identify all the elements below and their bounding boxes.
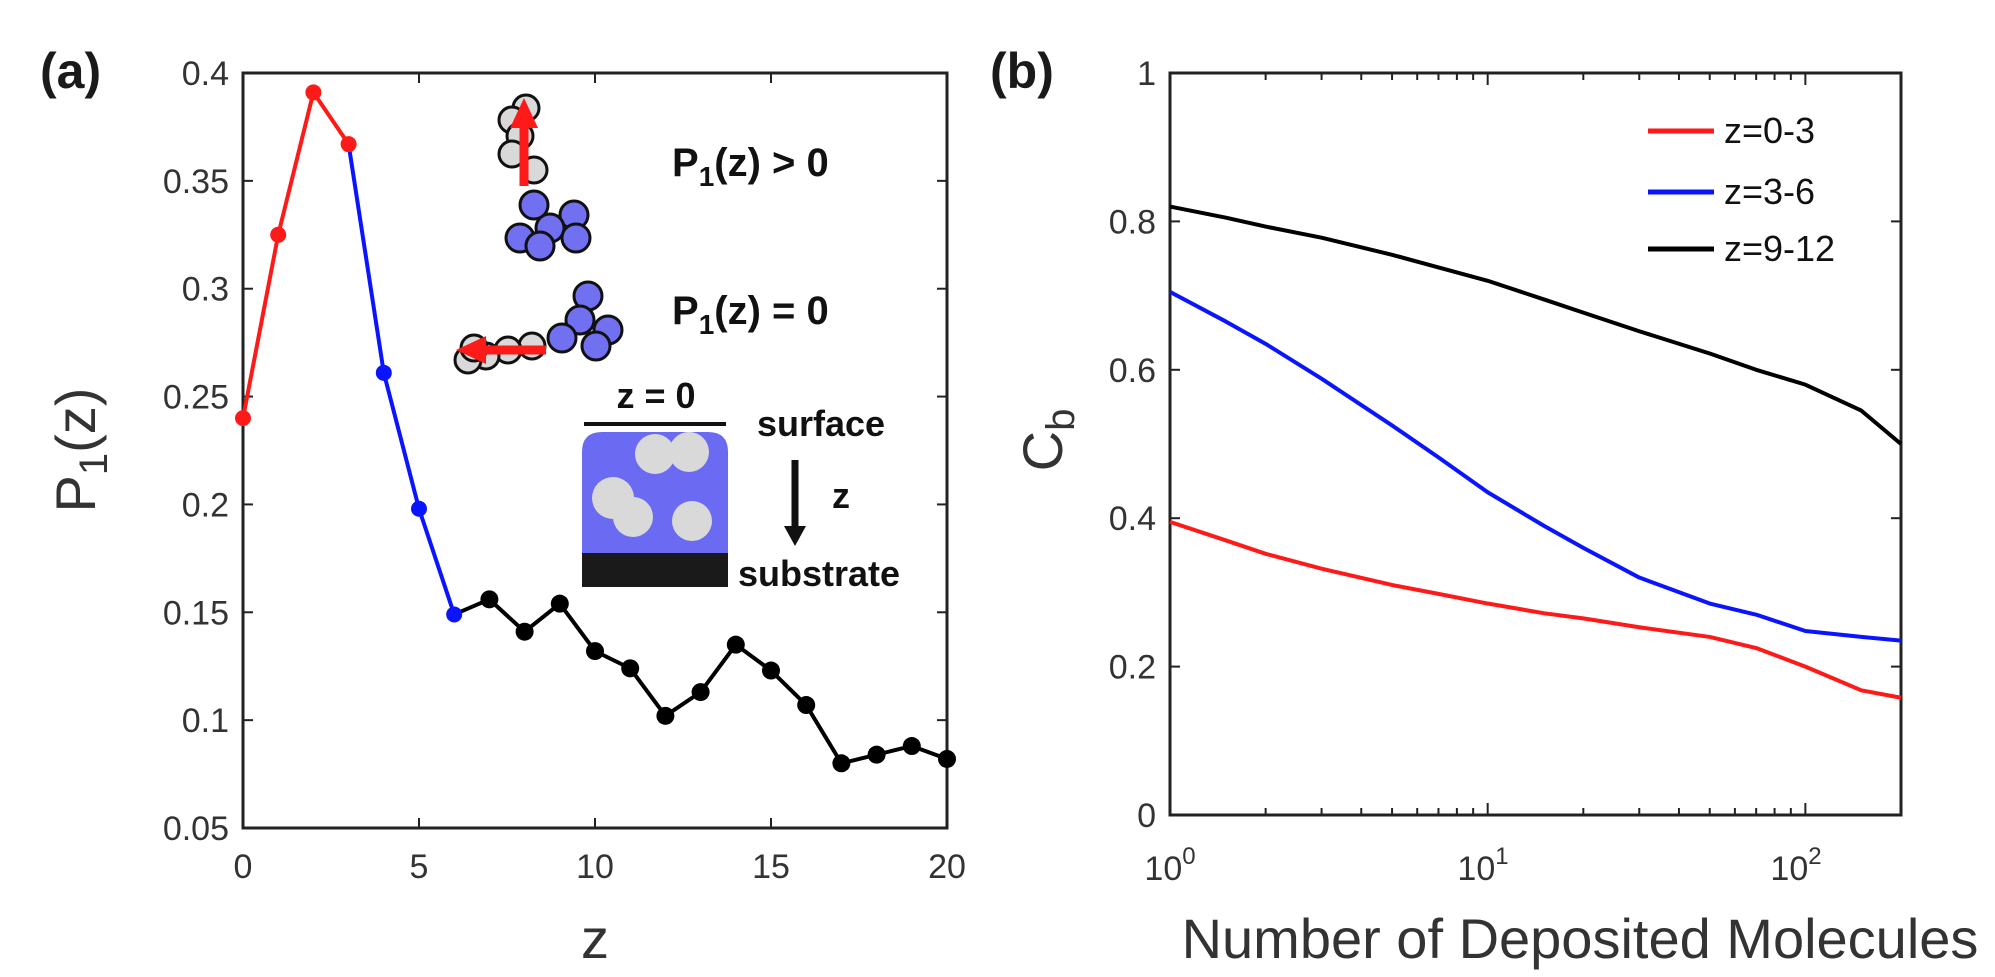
- data-point: [832, 754, 851, 773]
- x-tick-label: 100: [1144, 843, 1195, 888]
- panel-b-series: [1169, 204, 1903, 700]
- panel-a-xlabel: z: [581, 907, 609, 970]
- y-tick-label: 1: [1137, 55, 1156, 93]
- x-tick-label: 102: [1770, 843, 1821, 888]
- chain-bead: [580, 330, 612, 362]
- orientation-arrow-head: [456, 336, 486, 364]
- data-point: [340, 136, 357, 153]
- data-point: [305, 84, 322, 101]
- data-point: [726, 635, 745, 654]
- y-tick-label: 0.4: [1109, 500, 1156, 538]
- y-tick-label: 0.2: [182, 486, 229, 524]
- data-point: [515, 622, 534, 641]
- panel-b-xlabel: Number of Deposited Molecules: [1182, 907, 1979, 970]
- lying-chain-illustration: [453, 280, 624, 375]
- series-line: [1169, 290, 1902, 643]
- depth-arrow-head: [784, 526, 806, 546]
- y-tick-label: 0.6: [1109, 352, 1156, 390]
- data-point: [446, 606, 463, 623]
- tilted-chain-illustration: [497, 93, 592, 262]
- chain-bead: [560, 222, 592, 254]
- panel-b-ylabel: Cb: [1011, 409, 1083, 472]
- z-arrow-label: z: [832, 475, 850, 516]
- orientation-arrow-head: [510, 98, 538, 128]
- series-line: [241, 90, 351, 419]
- series-line: [1169, 520, 1902, 700]
- film-particle: [672, 501, 712, 541]
- y-tick-label: 0: [1137, 797, 1156, 835]
- y-tick-label: 0.1: [182, 702, 229, 740]
- film-particle: [635, 434, 675, 474]
- panel-b-ticks: 0 0.2 0.4 0.6 0.8 1: [1109, 55, 1902, 835]
- panel-a-ylabel: P1(z): [44, 388, 116, 513]
- panel-a-label: (a): [40, 43, 101, 99]
- film-schematic: z = 0 surface z substrate: [582, 375, 900, 594]
- panel-b: (b) 0 0.2 0.4 0.6 0.8 1 100 101 102 Number of…: [990, 43, 1978, 970]
- film-particle: [613, 497, 653, 537]
- substrate-label: substrate: [738, 553, 900, 594]
- data-point: [411, 500, 427, 517]
- y-tick-label: 0.2: [1109, 649, 1156, 687]
- data-point: [270, 226, 287, 243]
- ylabel-tail: (z): [44, 388, 107, 453]
- data-point: [621, 659, 640, 678]
- y-tick-label: 0.15: [163, 594, 229, 632]
- chain-bead: [564, 304, 596, 336]
- x-tick-label: 5: [410, 848, 429, 886]
- legend-entry: z=0-3: [1724, 110, 1815, 151]
- data-point: [797, 696, 816, 715]
- y-tick-label: 0.35: [163, 163, 229, 201]
- data-point: [938, 749, 956, 768]
- data-point: [691, 683, 710, 702]
- series-line: [1169, 204, 1903, 446]
- data-point: [550, 594, 569, 613]
- data-point: [235, 410, 251, 427]
- data-point: [586, 642, 604, 661]
- z-zero-label: z = 0: [616, 375, 695, 416]
- surface-label: surface: [757, 403, 885, 444]
- x-tick-label: 15: [752, 848, 790, 886]
- legend: z=0-3 z=3-6 z=9-12: [1648, 110, 1835, 269]
- chain-bead: [518, 189, 550, 221]
- data-point: [902, 737, 921, 756]
- chain-bead: [524, 230, 556, 262]
- panel-a-series: [235, 84, 956, 773]
- y-tick-label: 0.3: [182, 271, 229, 309]
- x-tick-label: 20: [928, 848, 966, 886]
- legend-entry: z=9-12: [1724, 228, 1835, 269]
- substrate-block: [582, 553, 728, 587]
- panel-b-label: (b): [990, 43, 1054, 99]
- film-particle: [669, 432, 709, 472]
- data-point: [656, 706, 675, 725]
- x-tick-label: 101: [1457, 843, 1508, 888]
- x-tick-label: 0: [234, 848, 253, 886]
- y-tick-label: 0.25: [163, 379, 229, 417]
- data-point: [762, 661, 780, 680]
- data-point: [375, 364, 392, 381]
- annotation-p1-zero: P1(z) = 0: [672, 289, 829, 340]
- x-tick-label: 10: [576, 848, 614, 886]
- ylabel-main: P: [44, 475, 107, 512]
- annotation-p1-positive: P1(z) > 0: [672, 141, 829, 192]
- panel-a: (a) 0.05 0.1 0.15 0.2 0.25 0.3 0.35 0.4 0 5 10 15 20…: [40, 43, 966, 970]
- data-point: [480, 590, 499, 609]
- y-tick-label: 0.4: [182, 55, 229, 93]
- chain-bead: [546, 322, 578, 354]
- y-tick-label: 0.05: [163, 810, 229, 848]
- legend-entry: z=3-6: [1724, 171, 1815, 212]
- data-point: [867, 745, 886, 764]
- ylabel-sub: 1: [72, 453, 116, 475]
- y-tick-label: 0.8: [1109, 203, 1156, 241]
- panel-a-ticks: 0.05 0.1 0.15 0.2 0.25 0.3 0.35 0.4 0 5 10 15 20: [163, 55, 966, 886]
- series-line: [346, 143, 457, 616]
